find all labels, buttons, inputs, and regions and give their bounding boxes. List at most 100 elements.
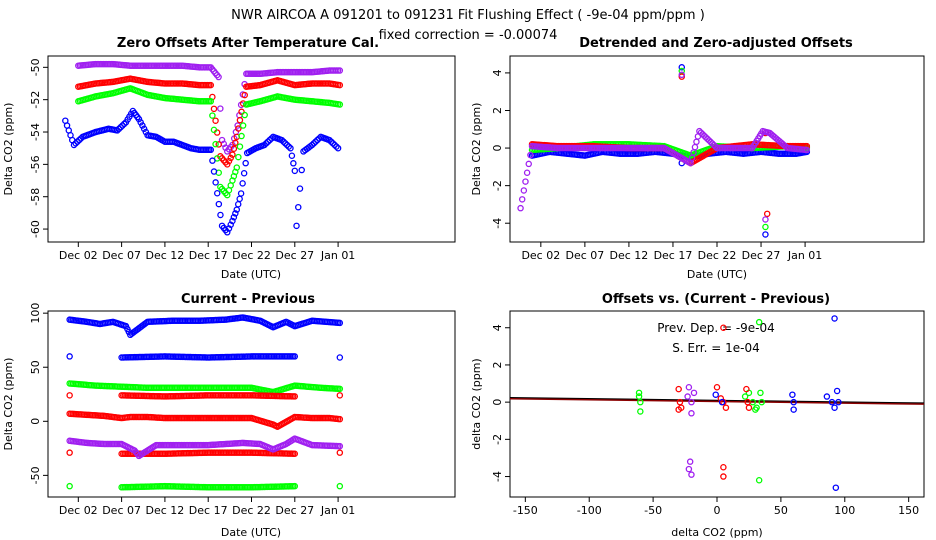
- data-point: [209, 112, 216, 119]
- data-point: [140, 125, 148, 133]
- data-point: [331, 141, 338, 149]
- data-point: [236, 116, 244, 124]
- data-point: [722, 404, 730, 411]
- data-point: [139, 122, 146, 129]
- data-point: [763, 210, 771, 218]
- y-tick-label: -60: [29, 220, 42, 238]
- annotation-std-err: S. Err. = 1e-04: [672, 341, 760, 355]
- data-point: [755, 477, 763, 484]
- x-tick-label: Dec 02: [59, 504, 98, 517]
- data-point: [298, 166, 305, 174]
- y-tick-label: -58: [29, 188, 42, 206]
- data-point: [66, 392, 73, 399]
- data-point: [336, 101, 344, 108]
- data-point: [518, 196, 526, 203]
- data-point: [293, 222, 300, 230]
- x-axis-label: Date (UTC): [221, 268, 281, 281]
- series-red: [75, 75, 344, 168]
- data-point: [229, 151, 236, 158]
- x-tick-label: Dec 27: [275, 249, 314, 262]
- y-tick-label: 100: [29, 303, 42, 324]
- plot-area: [517, 64, 811, 238]
- data-point: [278, 136, 286, 144]
- data-point: [230, 145, 238, 152]
- data-point: [261, 141, 268, 149]
- data-point: [675, 385, 682, 393]
- data-point: [327, 138, 335, 145]
- data-point: [295, 203, 302, 211]
- panel-offsets-vs-diff: Offsets vs. (Current - Previous) delta C…: [470, 292, 925, 539]
- data-point: [832, 484, 840, 491]
- data-point: [234, 201, 242, 208]
- x-tick-label: 100: [834, 504, 855, 517]
- data-point: [215, 200, 223, 208]
- x-axis-label: Date (UTC): [221, 526, 281, 539]
- y-tick-label: -4: [491, 471, 504, 482]
- series-green: [66, 380, 344, 491]
- plot-area: [510, 315, 924, 491]
- x-tick-label: -100: [577, 504, 602, 517]
- series-red: [675, 324, 753, 480]
- data-point: [75, 136, 83, 144]
- data-point: [215, 73, 222, 81]
- data-point: [762, 216, 769, 223]
- x-tick-label: Dec 22: [232, 249, 271, 262]
- data-point: [688, 410, 695, 417]
- data-point: [210, 105, 218, 113]
- panel-title: Offsets vs. (Current - Previous): [602, 292, 830, 307]
- data-point: [790, 398, 797, 406]
- data-point: [213, 189, 221, 197]
- fit-line: [510, 397, 924, 405]
- data-point: [117, 123, 124, 131]
- series-blue: [66, 314, 344, 361]
- data-point: [329, 140, 337, 147]
- data-point: [239, 180, 246, 187]
- data-point: [282, 140, 289, 147]
- panel-zero-offsets: Zero Offsets After Temperature Cal. Date…: [2, 36, 456, 281]
- data-point: [236, 143, 244, 150]
- data-point: [336, 392, 344, 399]
- x-tick-label: Jan 01: [787, 249, 822, 262]
- data-point: [762, 231, 769, 238]
- data-point: [224, 161, 231, 168]
- data-point: [755, 318, 763, 326]
- series-blue: [62, 107, 342, 236]
- x-tick-label: Dec 07: [565, 249, 604, 262]
- data-point: [762, 223, 769, 231]
- data-point: [758, 398, 765, 406]
- data-point: [207, 146, 215, 154]
- series-purple: [75, 60, 344, 155]
- data-point: [212, 117, 219, 124]
- data-point: [310, 140, 318, 147]
- x-tick-label: 150: [898, 504, 919, 517]
- data-point: [336, 442, 344, 450]
- data-point: [678, 71, 686, 79]
- data-point: [828, 398, 836, 406]
- data-point: [225, 157, 233, 165]
- data-point: [693, 138, 700, 146]
- x-tick-label: Dec 12: [610, 249, 649, 262]
- data-point: [241, 111, 248, 119]
- data-point: [217, 105, 224, 112]
- data-point: [691, 143, 699, 151]
- data-point: [120, 120, 128, 128]
- x-tick-label: Dec 02: [521, 249, 560, 262]
- y-tick-label: -50: [29, 58, 42, 76]
- data-point: [523, 169, 531, 177]
- data-point: [235, 153, 242, 161]
- data-point: [690, 389, 698, 397]
- data-point: [207, 98, 215, 105]
- x-tick-label: Dec 22: [232, 504, 271, 517]
- panel-title: Detrended and Zero-adjusted Offsets: [579, 36, 853, 51]
- data-point: [684, 393, 691, 400]
- data-point: [334, 144, 342, 152]
- data-point: [326, 136, 333, 144]
- data-point: [522, 178, 529, 185]
- data-point: [314, 136, 321, 144]
- y-tick-label: 0: [491, 145, 504, 152]
- data-point: [235, 125, 242, 132]
- data-point: [336, 482, 344, 490]
- y-axis-label: Delta CO2 (ppm): [2, 103, 15, 196]
- series-purple: [66, 435, 344, 460]
- y-tick-label: -50: [29, 466, 42, 484]
